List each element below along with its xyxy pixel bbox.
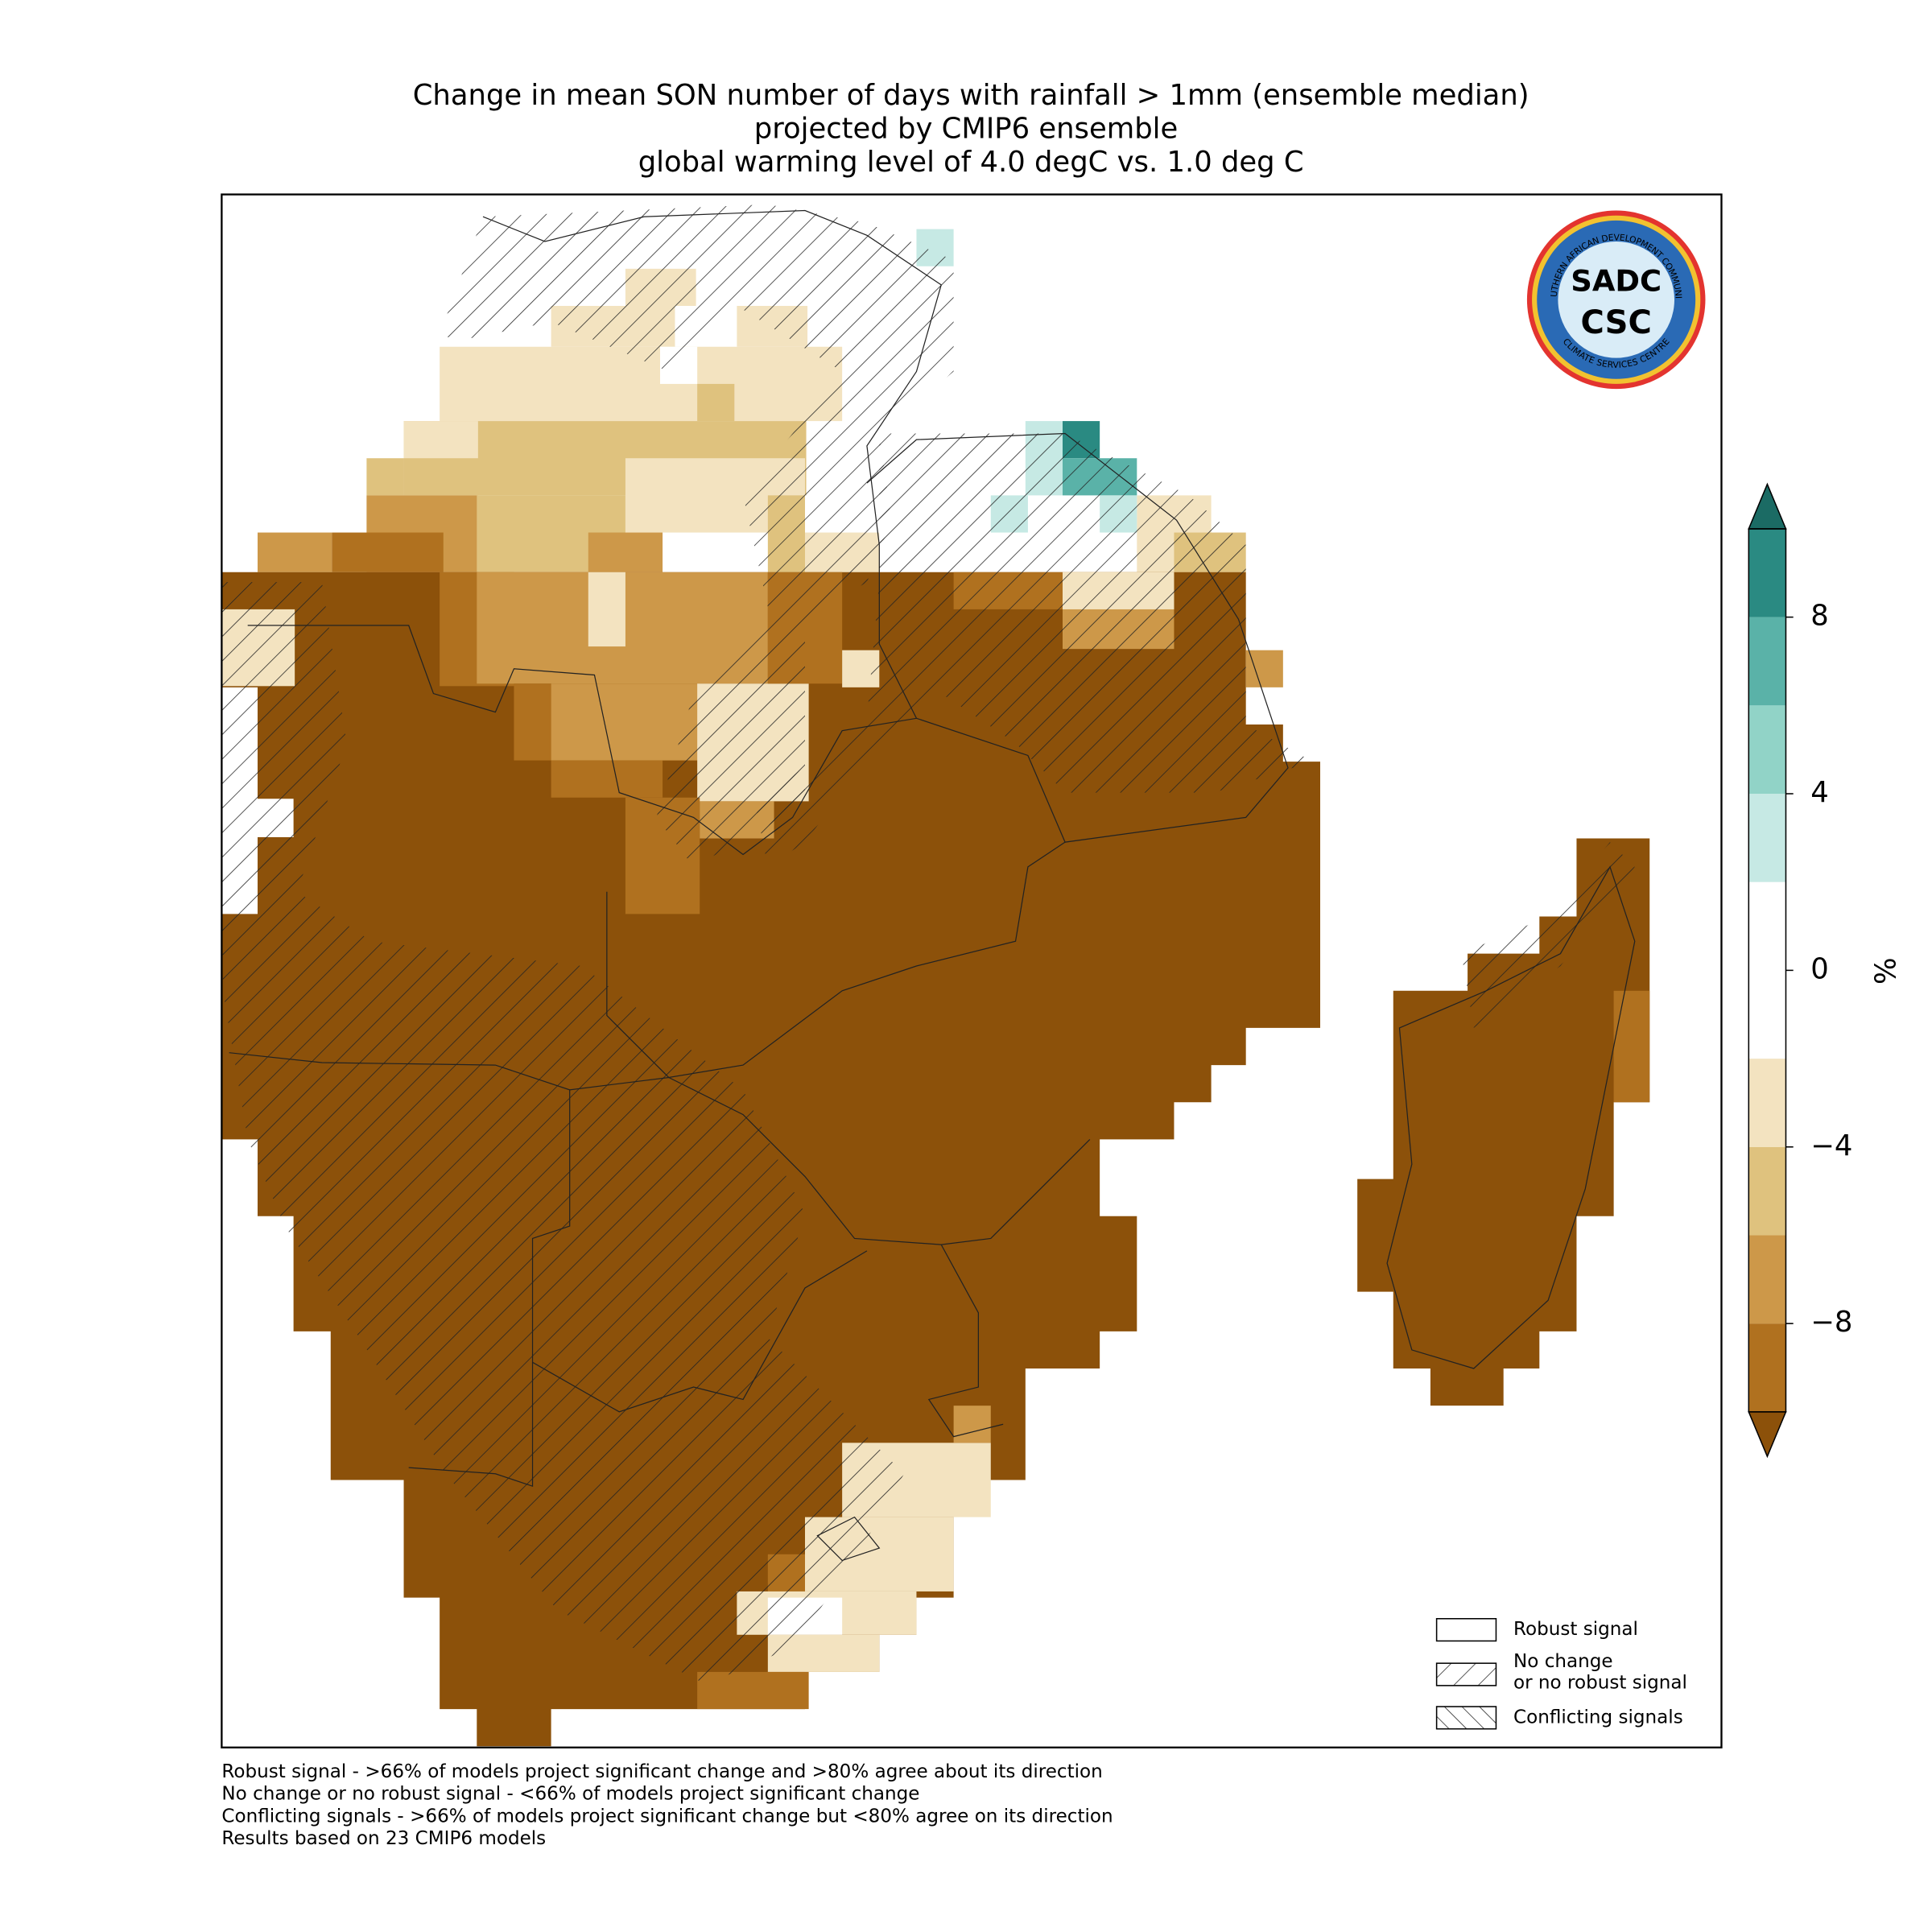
footnote: Robust signal - >66% of models project s… [221, 1761, 1102, 1782]
colorbar-tick-label: 8 [1810, 600, 1829, 633]
hatch-area [755, 433, 1313, 867]
cell [551, 760, 663, 798]
borders [229, 209, 1636, 1562]
colorbar-tick-label: 4 [1810, 776, 1829, 809]
cell [551, 683, 700, 761]
hatch-area [221, 582, 905, 1685]
footnotes: Robust signal - >66% of models project s… [221, 1761, 1113, 1849]
title-line: global warming level of 4.0 degC vs. 1.0… [638, 146, 1304, 179]
colorbar-label: % [1870, 957, 1903, 985]
cell [1245, 650, 1283, 687]
legend: Robust signal No change or no robust sig… [1435, 1618, 1687, 1730]
border [532, 1250, 868, 1413]
map [221, 194, 1722, 1748]
colorbar-segment [1748, 1146, 1786, 1236]
legend-label: or no robust signal [1513, 1672, 1687, 1693]
colorbar-segment [1748, 1059, 1786, 1147]
cell [953, 1406, 991, 1443]
border [482, 209, 1289, 843]
footnote: No change or no robust signal - <66% of … [221, 1784, 919, 1805]
cell [258, 532, 332, 572]
colorbar-tick-label: −4 [1810, 1129, 1852, 1162]
footnote: Results based on 23 CMIP6 models [221, 1828, 546, 1849]
legend-swatch [1435, 1706, 1497, 1730]
colorbar-segment [1748, 1323, 1786, 1412]
colorbar-segment [1748, 528, 1786, 617]
hatching [221, 204, 1635, 1685]
colorbar-extend-low [1748, 1411, 1787, 1459]
border [229, 1052, 1091, 1245]
colorbar-tick-label: −8 [1810, 1306, 1852, 1339]
colorbar-extend-high [1748, 482, 1787, 530]
legend-swatch [1435, 1618, 1497, 1642]
cell [588, 572, 625, 647]
cell [403, 421, 478, 459]
cell [366, 458, 404, 496]
colorbar-segment [1748, 794, 1786, 882]
footnote: Conflicting signals - >66% of models pro… [221, 1806, 1113, 1827]
colorbar: % −8 −4 0 4 8 [1748, 482, 1903, 1459]
cell [1613, 990, 1650, 1103]
title-line: projected by CMIP6 ensemble [754, 113, 1178, 146]
legend-label: Conflicting signals [1513, 1707, 1683, 1728]
hatch-area [440, 204, 954, 867]
title-line: Change in mean SON number of days with r… [413, 79, 1530, 112]
border [816, 1516, 881, 1562]
border [606, 841, 1066, 1079]
colorbar-segment [1748, 881, 1786, 1059]
title: Change in mean SON number of days with r… [413, 79, 1530, 179]
colorbar-tick-label: 0 [1810, 952, 1829, 985]
cell [514, 683, 551, 761]
colorbar-frame [1748, 528, 1787, 1413]
logo-lower: CSC [1581, 304, 1652, 341]
logo-center [1558, 242, 1674, 358]
colorbar-segment [1748, 705, 1786, 794]
cell [697, 383, 735, 422]
border [1386, 865, 1636, 1369]
map-frame [221, 193, 1723, 1748]
border [247, 625, 917, 856]
cell [588, 532, 663, 572]
legend-swatch [1435, 1662, 1497, 1686]
colorbar-segment [1748, 1235, 1786, 1324]
legend-label: Robust signal [1513, 1619, 1638, 1640]
colorbar-segment [1748, 617, 1786, 706]
madagascar [1357, 838, 1650, 1406]
logo-upper: SADC [1571, 263, 1662, 298]
cell [332, 532, 444, 572]
border [927, 1244, 1004, 1438]
legend-label: No change [1513, 1651, 1613, 1672]
